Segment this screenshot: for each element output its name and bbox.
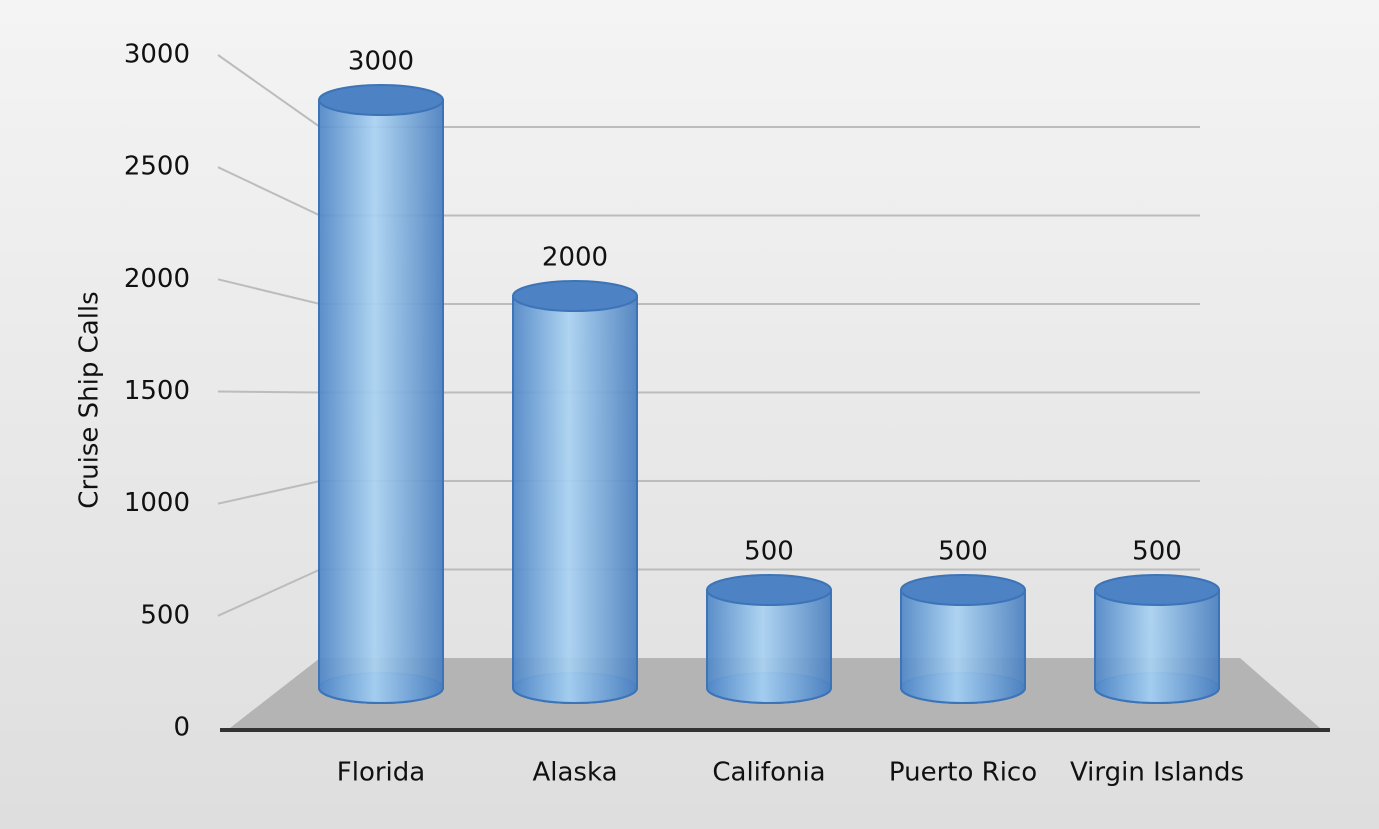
cylinder [706, 574, 832, 704]
y-tick-label: 1500 [124, 376, 190, 406]
y-tick-label: 3000 [124, 40, 190, 70]
y-tick-label: 2500 [124, 152, 190, 182]
cylinder-top [318, 84, 444, 116]
x-tick-label: Califonia [712, 758, 825, 788]
cylinder-top [1094, 574, 1220, 606]
bar [512, 295, 638, 704]
bar [1094, 589, 1220, 704]
value-label: 2000 [542, 243, 608, 273]
cylinder [512, 280, 638, 704]
x-tick-label: Virgin Islands [1070, 758, 1244, 788]
bar [706, 589, 832, 704]
cylinder-top [900, 574, 1026, 606]
cylinder [1094, 574, 1220, 704]
bar [318, 99, 444, 704]
cylinder-top [512, 280, 638, 312]
y-tick-label: 0 [173, 713, 190, 743]
x-tick-label: Alaska [532, 758, 617, 788]
y-tick-label: 2000 [124, 264, 190, 294]
cylinder-top [706, 574, 832, 606]
x-tick-label: Florida [337, 758, 425, 788]
value-label: 500 [744, 537, 794, 567]
cylinder [900, 574, 1026, 704]
y-tick-label: 500 [140, 600, 190, 630]
value-label: 500 [938, 537, 988, 567]
x-tick-label: Puerto Rico [889, 758, 1037, 788]
value-label: 500 [1132, 537, 1182, 567]
cylinder [318, 84, 444, 704]
value-label: 3000 [348, 47, 414, 77]
y-tick-label: 1000 [124, 488, 190, 518]
bar [900, 589, 1026, 704]
y-axis-label: Cruise Ship Calls [75, 291, 105, 508]
